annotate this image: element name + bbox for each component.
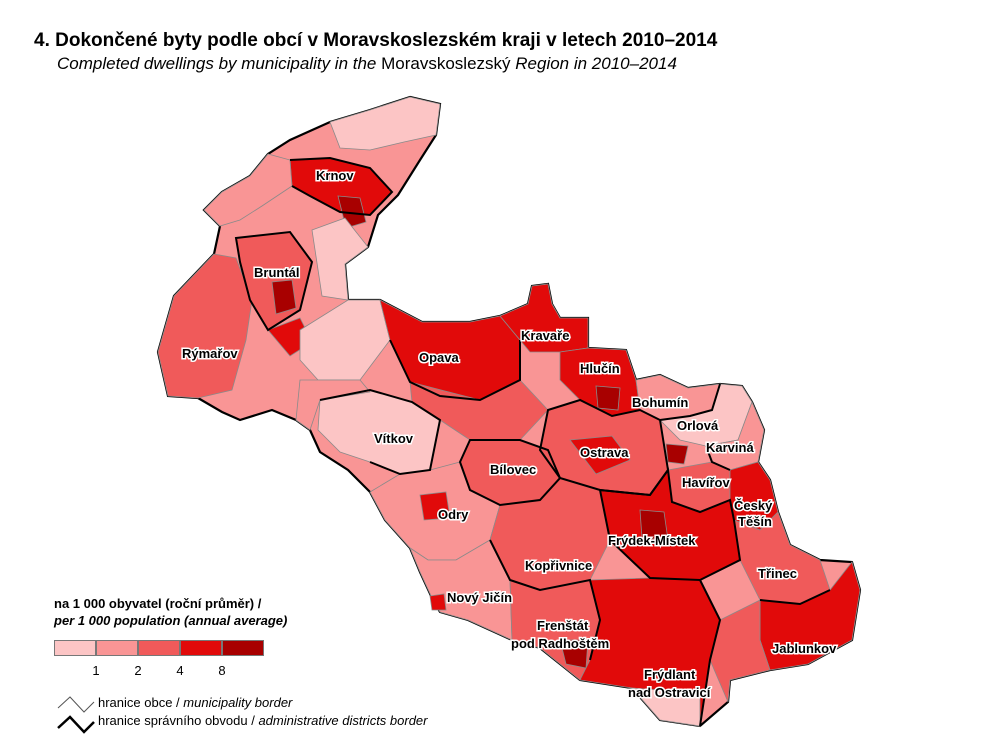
label-rymarov: Rýmařov bbox=[182, 346, 238, 361]
label-pod-radhostem: pod Radhoštěm bbox=[511, 636, 609, 651]
district-border-cz: hranice správního obvodu / bbox=[98, 713, 259, 728]
patch-se-light bbox=[709, 599, 771, 703]
district-border-novyjicin bbox=[489, 539, 602, 661]
municipality-border-en: municipality border bbox=[183, 695, 293, 710]
patch-centre-light bbox=[299, 299, 391, 381]
label-nad-ostravici: nad Ostravicí bbox=[628, 685, 711, 700]
label-bilovec: Bílovec bbox=[490, 462, 536, 477]
label-cesky: Český bbox=[734, 498, 773, 513]
district-border-bruntal bbox=[234, 230, 314, 332]
legend-tick-1: 1 bbox=[92, 663, 100, 678]
patch-north-a bbox=[329, 96, 441, 151]
patch-novyjicin-dark bbox=[429, 593, 447, 611]
patch-hlucin-dark bbox=[595, 385, 621, 411]
municipality-border-cz: hranice obce / bbox=[98, 695, 184, 710]
label-havirov: Havířov bbox=[682, 475, 730, 490]
label-bruntal: Bruntál bbox=[254, 265, 300, 280]
legend-district-border: hranice správního obvodu / administrativ… bbox=[98, 713, 428, 728]
label-frenstat: Frenštát bbox=[537, 618, 589, 633]
district-border-symbol bbox=[57, 715, 95, 734]
municipality-patches bbox=[157, 96, 861, 727]
label-vitkov: Vítkov bbox=[374, 431, 414, 446]
district-labels: Krnov Bruntál Rýmařov Opava Kravaře Hluč… bbox=[181, 167, 839, 702]
label-koprivnice: Kopřivnice bbox=[525, 558, 592, 573]
legend-swatch-1 bbox=[54, 640, 96, 656]
patch-trinec bbox=[733, 511, 831, 605]
district-border-krnov bbox=[289, 156, 394, 217]
district-border-bilovec bbox=[458, 439, 562, 507]
patch-west-a bbox=[203, 153, 293, 227]
label-frydlant: Frýdlant bbox=[644, 667, 696, 682]
legend-tick-2: 2 bbox=[134, 663, 142, 678]
label-bohumin: Bohumín bbox=[632, 395, 688, 410]
legend-swatch-5 bbox=[222, 640, 264, 656]
patch-frydek-dark bbox=[639, 509, 669, 541]
municipality-border-symbol bbox=[57, 696, 95, 713]
district-borders bbox=[234, 156, 831, 727]
label-odry: Odry bbox=[438, 507, 469, 522]
legend-swatch-4 bbox=[180, 640, 222, 656]
label-novy-jicin: Nový Jičín bbox=[447, 590, 512, 605]
patch-karvina-dark bbox=[665, 443, 689, 465]
label-tesin: Těšín bbox=[738, 514, 772, 529]
label-orlova: Orlová bbox=[677, 418, 719, 433]
map-subtitle: Completed dwellings by municipality in t… bbox=[57, 54, 677, 74]
district-border-en: administrative districts border bbox=[258, 713, 428, 728]
map-title: 4. Dokončené byty podle obcí v Moravskos… bbox=[34, 30, 718, 51]
subtitle-part1: Completed dwellings by municipality in t… bbox=[57, 54, 382, 73]
district-border-jablunkov bbox=[759, 589, 831, 606]
label-hlucin: Hlučín bbox=[580, 361, 620, 376]
legend-swatch-3 bbox=[138, 640, 180, 656]
legend-municipality-border: hranice obce / municipality border bbox=[98, 695, 292, 710]
patch-frydlant-s bbox=[631, 687, 701, 727]
district-border-karvina bbox=[659, 383, 731, 471]
label-frydek-mistek: Frýdek-Místek bbox=[608, 533, 696, 548]
legend-tick-8: 8 bbox=[218, 663, 226, 678]
label-trinec: Třinec bbox=[758, 566, 797, 581]
subtitle-part2: Region in 2010–2014 bbox=[510, 54, 677, 73]
district-border-frydek bbox=[598, 467, 742, 582]
legend-title-en: per 1 000 population (annual average) bbox=[54, 613, 288, 628]
label-karvina: Karviná bbox=[706, 440, 754, 455]
legend-swatch-2 bbox=[96, 640, 138, 656]
label-kravare: Kravaře bbox=[521, 328, 569, 343]
label-opava: Opava bbox=[419, 350, 460, 365]
legend-tick-4: 4 bbox=[176, 663, 184, 678]
subtitle-region: Moravskoslezský bbox=[381, 54, 511, 73]
district-border-opava bbox=[389, 339, 521, 402]
label-ostrava: Ostrava bbox=[580, 445, 629, 460]
label-jablunkov: Jablunkov bbox=[772, 641, 837, 656]
legend-title-cz: na 1 000 obyvatel (roční průměr) / bbox=[54, 596, 262, 611]
patch-kravare bbox=[499, 283, 589, 353]
patch-rymarov bbox=[157, 253, 253, 399]
patch-ostrava-inner bbox=[569, 435, 631, 475]
district-border-vitkov bbox=[319, 388, 442, 476]
patch-north-b bbox=[311, 217, 369, 301]
patch-odry-dark bbox=[419, 491, 451, 521]
district-border-frydlant bbox=[699, 579, 722, 727]
patch-bruntal-dark bbox=[271, 279, 297, 315]
label-krnov: Krnov bbox=[316, 168, 354, 183]
